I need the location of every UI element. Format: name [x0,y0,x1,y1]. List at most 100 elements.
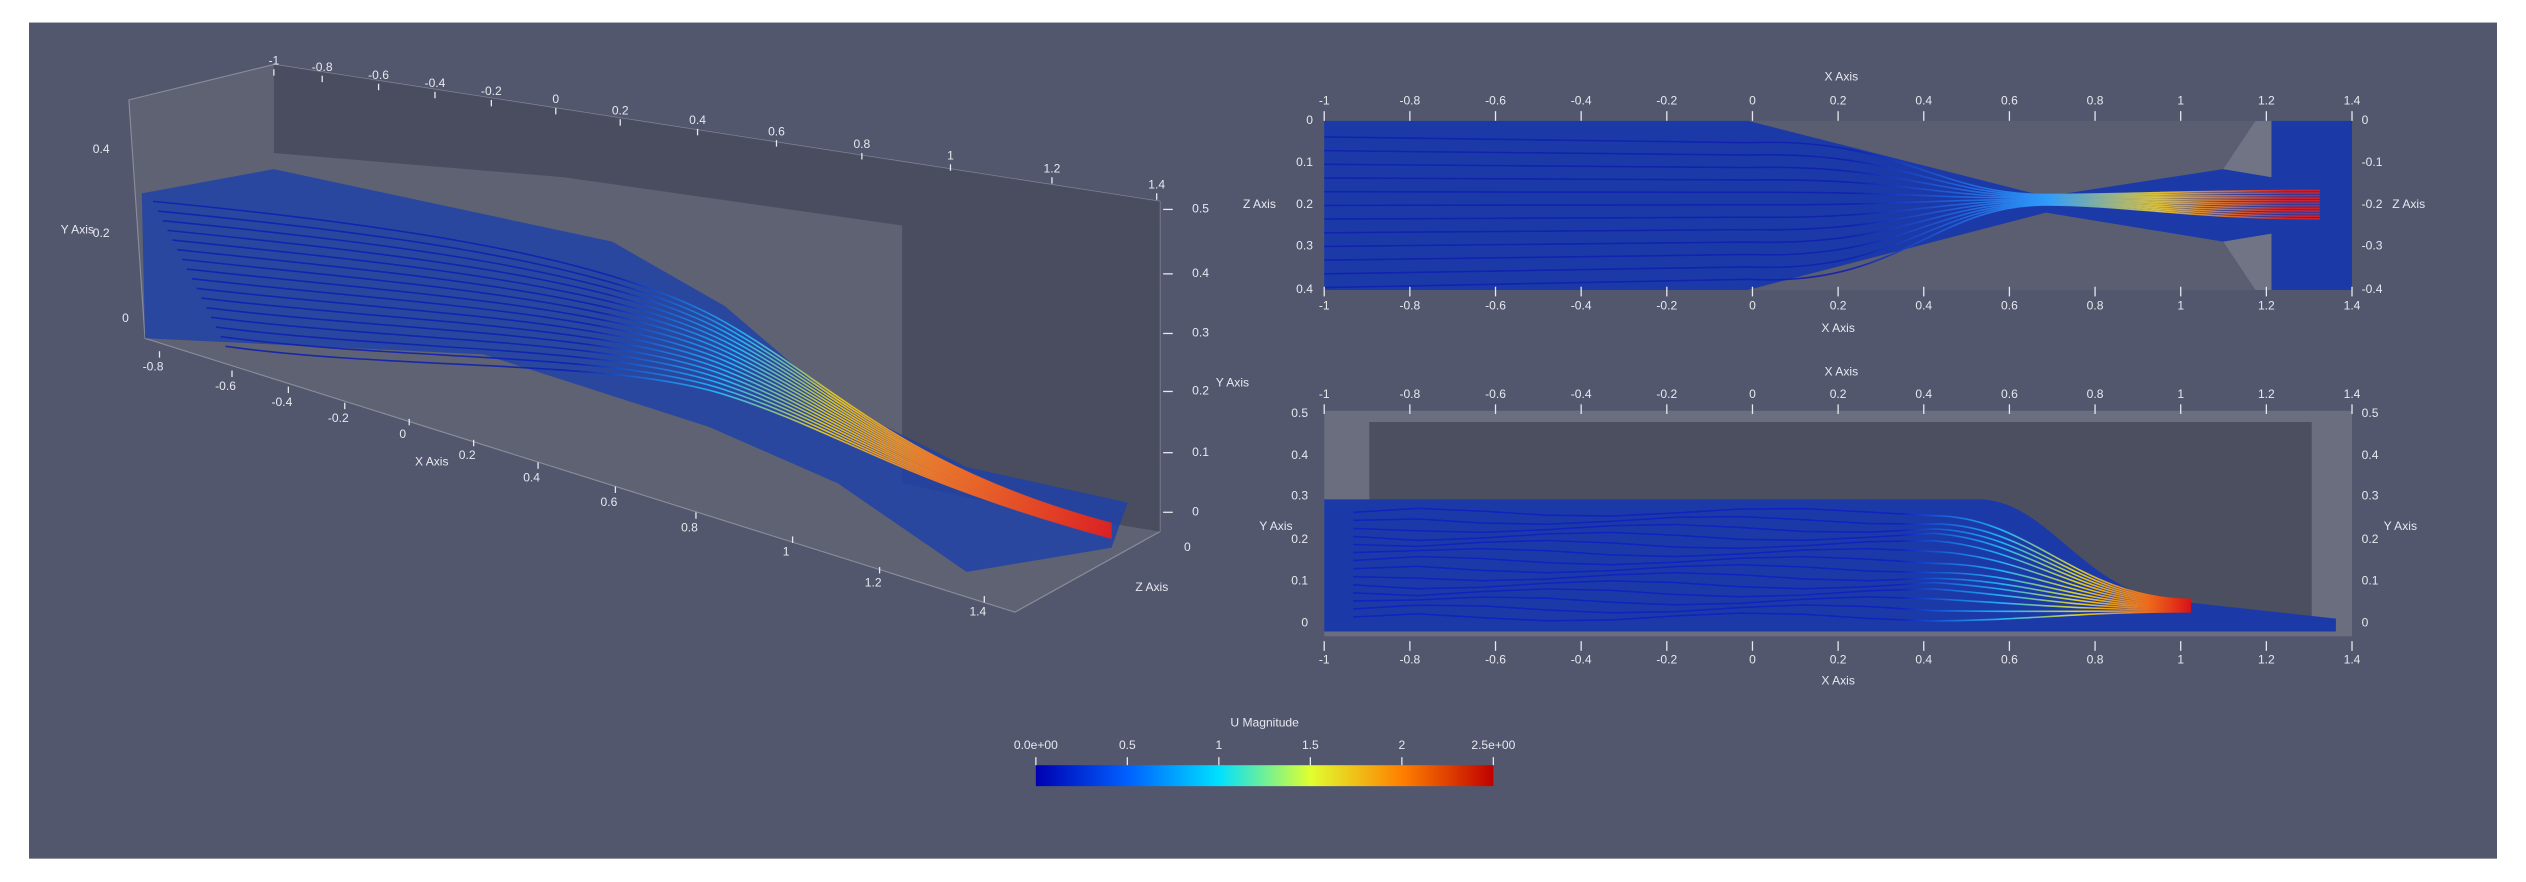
x-tick-label: 0.4 [689,113,706,127]
streamline [1324,136,2320,196]
x-tick-label: 1 [947,148,954,162]
colorbar-tick-label: 2.5e+00 [1471,738,1515,752]
z-tick-label: 0 [2362,113,2369,127]
x-tick-label: 1.4 [2344,653,2361,667]
y-tick-label: 0.5 [2362,406,2379,420]
colorbar [1035,765,1494,787]
x-tick-label: -1 [1319,94,1330,108]
wall [2223,233,2272,290]
x-tick-label: 0.4 [1915,94,1932,108]
streamline [1353,523,2191,603]
x-tick-label: -0.6 [1485,387,1506,401]
y-tick-label: 0.2 [1291,532,1308,546]
y-tick-label: 0.1 [2362,574,2379,588]
streamlines [1353,507,2191,622]
streamline [1324,202,2320,261]
x-tick-label: -0.6 [215,379,236,393]
x-tick-label: 1.4 [2344,387,2361,401]
streamline [1324,200,2320,234]
x-tick-label: -0.2 [1656,94,1677,108]
x-tick-label: 0.6 [2001,94,2018,108]
x-tick-label: -1 [1319,387,1330,401]
streamline [1324,163,2320,198]
x-tick-label: 0.6 [2001,298,2018,312]
streamline [225,345,1112,539]
x-tick-label: 0 [1749,298,1756,312]
axis-title: Y Axis [2384,519,2417,533]
streamline [1353,596,2191,611]
x-tick-label: -0.4 [1571,387,1592,401]
axis-title: X Axis [1821,321,1855,335]
streamlines [152,200,1112,539]
axis-title: X Axis [1825,70,1859,84]
wall [2223,120,2272,178]
streamline [1324,204,2320,289]
streamline [1324,198,2320,207]
y-tick-label: 0.5 [1192,202,1209,216]
axis-title: Y Axis [1216,376,1249,390]
streamline [1324,199,2320,220]
x-tick-label: -1 [1319,298,1330,312]
x-tick-label: 0.4 [523,471,540,485]
x-tick-label: 0.6 [601,495,618,509]
x-tick-label: -0.6 [1485,653,1506,667]
x-tick-label: -0.6 [368,68,389,82]
streamline [215,326,1112,537]
streamline [1324,177,2320,199]
streamline [172,239,1112,529]
x-tick-label: -1 [1319,653,1330,667]
x-tick-label: 1.2 [2258,298,2275,312]
y-tick-label: 0.4 [2362,448,2379,462]
colorbar-tick-label: 0.5 [1119,738,1136,752]
x-tick-label: 0.8 [2087,298,2104,312]
streamline [167,229,1112,528]
x-tick-label: -0.6 [1485,94,1506,108]
x-tick-label: 0 [1749,387,1756,401]
perspective-view [128,63,1161,613]
x-tick-label: -0.8 [1399,298,1420,312]
streamline [191,277,1112,533]
x-tick-label: 1 [783,545,790,559]
z-tick-label: 0.1 [1296,155,1313,169]
flow-surface [1324,120,2353,290]
x-tick-label: 0.8 [853,137,870,151]
streamline [196,287,1112,534]
streamline [1353,531,2191,603]
x-tick-label: 1.4 [1148,177,1165,191]
streamline [210,316,1112,536]
z-tick-label: -0.3 [2362,239,2383,253]
y-tick-label: 0.5 [1291,406,1308,420]
x-tick-label: 0.2 [459,448,476,462]
x-tick-label: 0.8 [2087,94,2104,108]
x-tick-label: 1 [2177,653,2184,667]
x-tick-label: 0.4 [1915,298,1932,312]
z-tick-label: -0.4 [2362,282,2383,296]
axis-title: Z Axis [2392,197,2425,211]
streamline [1324,190,2320,202]
streamlines [1324,136,2320,289]
streamline [1353,563,2191,607]
x-tick-label: 0.8 [2087,653,2104,667]
x-tick-label: 0.8 [2087,387,2104,401]
y-tick-label: 0.2 [2362,532,2379,546]
z-tick-label: -0.2 [2362,197,2383,211]
side-view [1324,410,2353,637]
y-tick-label: 0.3 [1192,326,1209,340]
x-tick-label: 1.4 [2344,94,2361,108]
x-tick-label: 0.2 [612,103,629,117]
streamline [1353,555,2191,606]
streamline [1324,149,2320,197]
x-tick-label: 0.6 [768,124,785,138]
axis-title: Y Axis [61,223,94,237]
streamline [177,248,1112,530]
x-tick-label: 0.2 [1830,387,1847,401]
streamline [1353,579,2191,609]
z-tick-label: 0.4 [1296,282,1313,296]
colorbar-title: U Magnitude [1230,716,1299,730]
x-tick-label: 0.6 [2001,653,2018,667]
streamline [206,306,1112,535]
x-tick-label: 0 [552,92,559,106]
x-tick-label: -0.4 [1571,94,1592,108]
axis-title: X Axis [415,455,449,469]
